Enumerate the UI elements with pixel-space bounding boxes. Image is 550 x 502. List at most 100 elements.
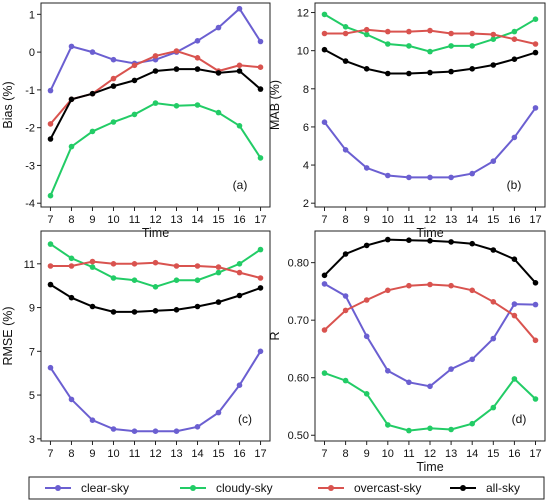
data-point-cloudy-sky xyxy=(406,43,412,49)
plot-frame xyxy=(314,230,546,442)
data-point-overcast-sky xyxy=(173,263,180,269)
data-point-clear-sky xyxy=(236,5,243,12)
data-point-clear-sky xyxy=(385,172,391,179)
data-point-cloudy-sky xyxy=(427,48,433,55)
data-point-clear-sky xyxy=(342,293,349,299)
x-tick-label: 14 xyxy=(191,448,203,460)
x-tick-label: 10 xyxy=(107,448,119,460)
data-point-all-sky xyxy=(152,68,159,74)
data-point-cloudy-sky xyxy=(363,391,370,397)
data-point-overcast-sky xyxy=(448,282,454,289)
data-point-cloudy-sky xyxy=(342,24,349,30)
data-point-cloudy-sky xyxy=(89,128,96,135)
data-point-clear-sky xyxy=(490,158,497,164)
data-point-cloudy-sky xyxy=(215,109,222,116)
data-point-cloudy-sky xyxy=(257,155,264,161)
data-point-all-sky xyxy=(490,247,497,253)
legend-label-clear-sky: clear-sky xyxy=(81,481,129,495)
data-point-overcast-sky xyxy=(406,28,412,35)
data-point-clear-sky xyxy=(448,366,454,372)
data-point-cloudy-sky xyxy=(236,261,243,267)
y-tick-label: -1 xyxy=(25,85,35,97)
data-point-overcast-sky xyxy=(89,258,96,265)
y-tick-label: 6 xyxy=(303,122,309,134)
y-tick-label: 7 xyxy=(29,346,35,358)
data-point-clear-sky xyxy=(257,348,264,355)
data-point-all-sky xyxy=(89,303,96,310)
data-point-cloudy-sky xyxy=(490,404,497,411)
data-point-cloudy-sky xyxy=(215,269,222,276)
data-point-overcast-sky xyxy=(427,27,433,34)
y-axis-title: R xyxy=(268,331,282,340)
data-point-all-sky xyxy=(406,237,412,243)
data-point-clear-sky xyxy=(68,396,75,403)
y-tick-label: 4 xyxy=(303,160,309,172)
data-point-all-sky xyxy=(194,303,201,310)
data-point-overcast-sky xyxy=(469,30,476,37)
x-axis-title: Time xyxy=(416,226,443,240)
data-point-cloudy-sky xyxy=(490,36,497,42)
data-point-clear-sky xyxy=(152,428,159,435)
data-point-clear-sky xyxy=(406,174,412,181)
legend-label-overcast-sky: overcast-sky xyxy=(354,481,421,495)
data-point-overcast-sky xyxy=(131,261,138,267)
x-tick-label: 15 xyxy=(487,214,499,226)
x-tick-label: 8 xyxy=(68,448,74,460)
data-point-clear-sky xyxy=(448,174,454,181)
data-point-clear-sky xyxy=(385,368,391,374)
legend-marker-overcast-sky xyxy=(328,485,334,491)
data-point-overcast-sky xyxy=(110,261,117,267)
legend-marker-clear-sky xyxy=(55,485,61,491)
data-point-clear-sky xyxy=(215,409,222,416)
data-point-cloudy-sky xyxy=(173,277,180,284)
data-point-clear-sky xyxy=(363,333,370,340)
data-point-overcast-sky xyxy=(363,26,370,33)
y-axis-title: Bias (%) xyxy=(1,81,15,128)
data-point-all-sky xyxy=(469,240,476,247)
data-point-clear-sky xyxy=(532,105,539,111)
data-point-overcast-sky xyxy=(469,287,476,294)
y-tick-label: 2 xyxy=(303,198,309,210)
data-point-clear-sky xyxy=(363,165,370,171)
data-point-all-sky xyxy=(469,66,476,72)
panel-tag: (b) xyxy=(507,178,522,192)
data-point-overcast-sky xyxy=(68,263,75,269)
x-tick-label: 9 xyxy=(364,214,370,226)
data-point-all-sky xyxy=(173,66,180,72)
data-point-clear-sky xyxy=(427,383,433,390)
data-point-all-sky xyxy=(490,62,497,68)
y-axis-title: RMSE (%) xyxy=(1,306,15,365)
panel-d: 0.50 0.60 0.70 0.80 7 8 9 10 11 12 13 14 15 16 17 Time R… xyxy=(268,230,546,474)
data-point-all-sky xyxy=(194,66,201,72)
data-point-clear-sky xyxy=(469,356,476,363)
x-tick-label: 15 xyxy=(487,448,499,460)
y-tick-label: 9 xyxy=(29,303,35,315)
x-tick-label: 17 xyxy=(529,214,541,226)
data-point-all-sky xyxy=(532,280,539,286)
data-point-overcast-sky xyxy=(406,282,412,289)
series-line-cloudy-sky xyxy=(49,102,262,197)
data-point-clear-sky xyxy=(47,87,54,94)
data-point-all-sky xyxy=(173,307,180,313)
data-point-overcast-sky xyxy=(363,297,370,303)
data-point-cloudy-sky xyxy=(321,370,328,376)
x-tick-label: 8 xyxy=(343,448,349,460)
data-point-overcast-sky xyxy=(511,312,518,319)
x-tick-label: 11 xyxy=(403,214,414,226)
legend-label-cloudy-sky: cloudy-sky xyxy=(216,481,273,495)
data-point-cloudy-sky xyxy=(363,31,370,38)
series-line-clear-sky xyxy=(323,107,537,179)
data-point-cloudy-sky xyxy=(448,43,454,49)
x-tick-label: 13 xyxy=(170,448,182,460)
data-point-clear-sky xyxy=(406,379,412,386)
data-point-clear-sky xyxy=(194,38,201,44)
x-axis-title: Time xyxy=(142,226,169,240)
data-point-cloudy-sky xyxy=(532,16,539,23)
x-tick-label: 12 xyxy=(424,448,436,460)
data-point-clear-sky xyxy=(173,428,180,435)
y-tick-label: 0.80 xyxy=(288,258,309,270)
data-point-clear-sky xyxy=(89,417,96,424)
data-point-cloudy-sky xyxy=(236,123,243,129)
data-point-overcast-sky xyxy=(342,30,349,37)
